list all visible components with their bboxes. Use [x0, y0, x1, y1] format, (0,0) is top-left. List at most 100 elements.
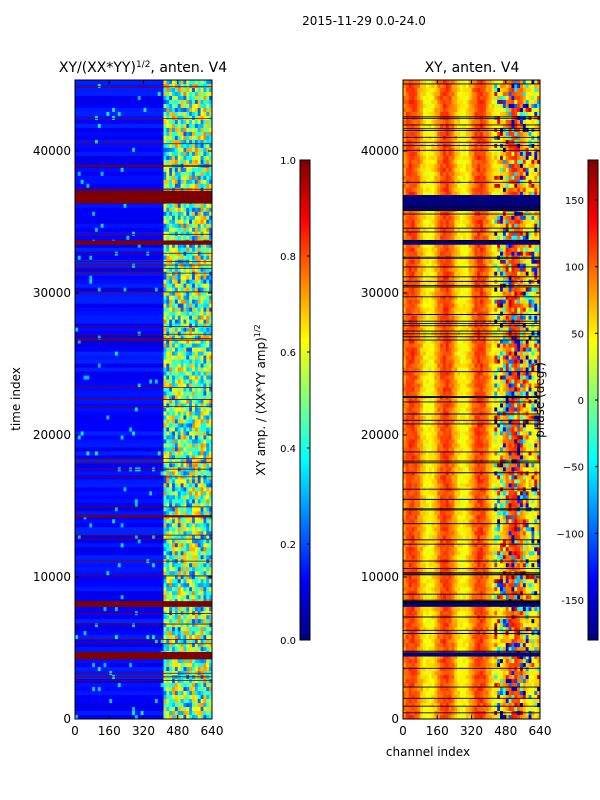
amplitude-cell	[80, 80, 84, 85]
amplitude-cell	[86, 395, 90, 400]
amplitude-cell	[183, 335, 187, 340]
amplitude-cell	[183, 283, 187, 289]
amplitude-cell	[154, 87, 159, 93]
amplitude-cell	[203, 255, 207, 261]
amplitude-cell	[157, 419, 162, 424]
amplitude-cell	[129, 443, 133, 448]
amplitude-cell	[140, 215, 144, 221]
amplitude-cell	[189, 223, 193, 229]
amplitude-cell	[157, 127, 162, 133]
amplitude-cell	[114, 423, 119, 428]
amplitude-cell	[149, 435, 153, 440]
amplitude-cell	[183, 87, 187, 93]
amplitude-cell	[114, 119, 119, 125]
amplitude-cell	[174, 111, 179, 117]
amplitude-cell	[97, 275, 102, 281]
amplitude-cell	[89, 147, 93, 153]
amplitude-cell	[166, 387, 170, 392]
amplitude-cell	[123, 463, 127, 468]
amplitude-cell	[75, 351, 79, 356]
amplitude-cell	[166, 351, 170, 356]
amplitude-cell	[137, 479, 142, 484]
amplitude-cell	[114, 235, 119, 241]
amplitude-cell	[186, 463, 190, 468]
amplitude-cell	[114, 151, 119, 157]
amplitude-cell	[203, 347, 207, 352]
amplitude-cell	[114, 363, 119, 368]
amplitude-cell	[129, 147, 133, 153]
amplitude-cell	[180, 111, 184, 117]
amplitude-cell	[129, 119, 133, 125]
amplitude-cell	[94, 291, 99, 297]
amplitude-cell	[189, 127, 193, 133]
amplitude-cell	[103, 471, 107, 476]
amplitude-cell	[120, 91, 124, 97]
amplitude-cell	[177, 379, 181, 384]
amplitude-cell	[149, 243, 153, 249]
amplitude-cell	[200, 211, 204, 217]
amplitude-cell	[126, 391, 130, 396]
amplitude-cell	[94, 343, 99, 348]
amplitude-cell	[152, 299, 156, 305]
amplitude-cell	[80, 151, 84, 157]
amplitude-cell	[83, 347, 87, 352]
amplitude-cell	[92, 175, 96, 181]
amplitude-cell	[80, 407, 84, 412]
amplitude-cell	[137, 123, 142, 129]
amplitude-cell	[183, 175, 187, 181]
amplitude-cell	[92, 463, 96, 468]
amplitude-cell	[160, 275, 164, 281]
amplitude-cell	[183, 435, 187, 440]
amplitude-cell	[143, 107, 147, 113]
amplitude-cell	[109, 435, 113, 440]
amplitude-cell	[146, 99, 150, 105]
amplitude-cell	[163, 119, 167, 125]
amplitude-cell	[92, 307, 96, 313]
amplitude-cell	[209, 91, 213, 97]
amplitude-cell	[174, 323, 179, 329]
amplitude-cell	[206, 323, 210, 329]
amplitude-cell	[197, 383, 201, 388]
amplitude-cell	[166, 103, 170, 109]
amplitude-cell	[206, 87, 210, 93]
amplitude-cell	[126, 175, 130, 181]
amplitude-cell	[169, 375, 173, 380]
amplitude-cell	[83, 431, 87, 436]
amplitude-cell	[140, 439, 144, 444]
amplitude-cell	[183, 99, 187, 105]
amplitude-cell	[157, 311, 162, 317]
amplitude-cell	[194, 227, 199, 233]
amplitude-cell	[180, 243, 184, 249]
amplitude-cell	[177, 151, 181, 157]
amplitude-cell	[120, 331, 124, 336]
amplitude-cell	[174, 479, 179, 484]
amplitude-cell	[75, 447, 79, 452]
amplitude-cell	[129, 479, 133, 484]
amplitude-cell	[200, 267, 204, 273]
amplitude-cell	[189, 95, 193, 101]
amplitude-cell	[129, 387, 133, 392]
amplitude-cell	[163, 151, 167, 157]
amplitude-cell	[92, 80, 96, 85]
amplitude-cell	[186, 411, 190, 416]
amplitude-cell	[97, 103, 102, 109]
amplitude-cell	[75, 291, 79, 297]
amplitude-cell	[149, 475, 153, 480]
amplitude-cell	[77, 151, 82, 157]
amplitude-cell	[166, 315, 170, 321]
amplitude-cell	[143, 279, 147, 285]
amplitude-cell	[106, 183, 110, 189]
amplitude-cell	[94, 435, 99, 440]
amplitude-cell	[189, 187, 193, 193]
amplitude-cell	[194, 159, 199, 165]
amplitude-cell	[89, 367, 93, 372]
amplitude-cell	[186, 159, 190, 165]
amplitude-cell	[117, 435, 122, 440]
amplitude-cell	[183, 151, 187, 157]
amplitude-cell	[169, 155, 173, 161]
amplitude-cell	[100, 291, 104, 297]
amplitude-cell	[143, 423, 147, 428]
amplitude-cell	[89, 115, 93, 121]
amplitude-cell	[143, 339, 147, 344]
amplitude-cell	[197, 299, 201, 305]
